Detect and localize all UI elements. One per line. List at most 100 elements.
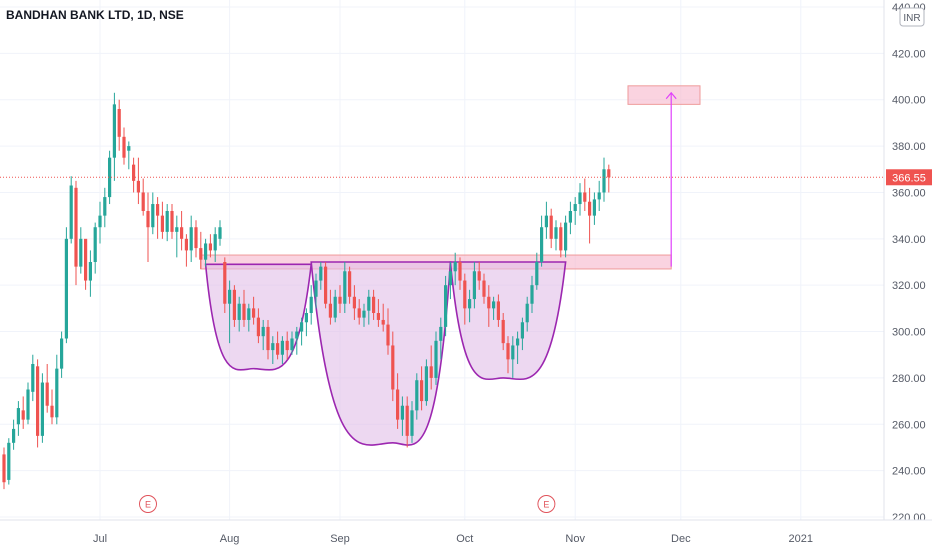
candle[interactable] bbox=[237, 296, 241, 332]
candle[interactable] bbox=[391, 331, 395, 402]
candle[interactable] bbox=[45, 364, 49, 413]
candle[interactable] bbox=[501, 313, 505, 351]
candle[interactable] bbox=[549, 208, 553, 249]
candle[interactable] bbox=[400, 396, 404, 436]
candle[interactable] bbox=[261, 319, 265, 351]
candle[interactable] bbox=[127, 141, 131, 170]
candle[interactable] bbox=[36, 359, 40, 448]
candle[interactable] bbox=[40, 373, 44, 443]
candle[interactable] bbox=[314, 273, 318, 309]
candle[interactable] bbox=[448, 262, 452, 300]
candle[interactable] bbox=[252, 296, 256, 325]
candle[interactable] bbox=[98, 201, 102, 244]
candle[interactable] bbox=[242, 289, 246, 327]
candle[interactable] bbox=[559, 222, 563, 258]
candle[interactable] bbox=[439, 317, 443, 360]
candle[interactable] bbox=[578, 183, 582, 216]
candle[interactable] bbox=[357, 299, 361, 325]
earnings-marker[interactable]: E bbox=[139, 495, 157, 513]
candle[interactable] bbox=[482, 273, 486, 304]
candle[interactable] bbox=[213, 227, 217, 262]
candle[interactable] bbox=[108, 150, 112, 205]
currency-button[interactable]: INR bbox=[899, 7, 925, 27]
candle[interactable] bbox=[2, 447, 6, 490]
candle[interactable] bbox=[266, 319, 270, 360]
candle[interactable] bbox=[122, 127, 126, 165]
candle[interactable] bbox=[50, 389, 54, 425]
candle[interactable] bbox=[496, 294, 500, 327]
candle[interactable] bbox=[93, 222, 97, 274]
candle[interactable] bbox=[208, 234, 212, 258]
candle[interactable] bbox=[285, 331, 289, 360]
candle[interactable] bbox=[424, 359, 428, 406]
time-scale[interactable] bbox=[0, 520, 932, 550]
candle[interactable] bbox=[247, 303, 251, 332]
candle[interactable] bbox=[396, 373, 400, 429]
candle[interactable] bbox=[477, 262, 481, 290]
candle[interactable] bbox=[218, 220, 222, 246]
candle[interactable] bbox=[12, 419, 16, 450]
candle[interactable] bbox=[516, 331, 520, 364]
candles[interactable] bbox=[2, 92, 611, 490]
candle[interactable] bbox=[160, 201, 164, 239]
candle[interactable] bbox=[434, 331, 438, 385]
candle[interactable] bbox=[333, 289, 337, 323]
candle[interactable] bbox=[492, 296, 496, 320]
candle[interactable] bbox=[194, 220, 198, 258]
candle[interactable] bbox=[141, 178, 145, 216]
candle[interactable] bbox=[458, 257, 462, 290]
candle[interactable] bbox=[319, 262, 323, 290]
candle[interactable] bbox=[338, 285, 342, 313]
candle[interactable] bbox=[348, 266, 352, 304]
candle[interactable] bbox=[256, 308, 260, 344]
candle[interactable] bbox=[463, 273, 467, 325]
candle[interactable] bbox=[328, 289, 332, 325]
candle[interactable] bbox=[132, 157, 136, 193]
candle[interactable] bbox=[189, 215, 193, 262]
candle[interactable] bbox=[64, 227, 68, 344]
candle[interactable] bbox=[175, 215, 179, 258]
candle[interactable] bbox=[180, 211, 184, 251]
candle[interactable] bbox=[271, 336, 275, 364]
candle[interactable] bbox=[26, 382, 30, 425]
candle[interactable] bbox=[602, 157, 606, 202]
candle[interactable] bbox=[55, 354, 59, 425]
candle[interactable] bbox=[16, 401, 20, 436]
candle[interactable] bbox=[525, 296, 529, 332]
candle[interactable] bbox=[79, 227, 83, 274]
candle[interactable] bbox=[487, 285, 491, 327]
candle[interactable] bbox=[415, 373, 419, 420]
candle[interactable] bbox=[69, 176, 73, 244]
candle[interactable] bbox=[300, 317, 304, 346]
candle[interactable] bbox=[405, 396, 409, 448]
earnings-marker[interactable]: E bbox=[537, 495, 556, 513]
candle[interactable] bbox=[597, 180, 601, 211]
candle[interactable] bbox=[588, 187, 592, 244]
candle[interactable] bbox=[223, 257, 227, 313]
candle[interactable] bbox=[472, 262, 476, 309]
candle[interactable] bbox=[84, 238, 88, 290]
candle[interactable] bbox=[386, 308, 390, 355]
candle[interactable] bbox=[554, 220, 558, 251]
candle[interactable] bbox=[367, 289, 371, 325]
candle[interactable] bbox=[573, 197, 577, 225]
candle[interactable] bbox=[184, 234, 188, 267]
candle[interactable] bbox=[511, 336, 515, 378]
candle[interactable] bbox=[444, 275, 448, 337]
candle[interactable] bbox=[228, 280, 232, 344]
candle[interactable] bbox=[568, 201, 572, 235]
candle[interactable] bbox=[31, 354, 35, 402]
candle[interactable] bbox=[540, 215, 544, 267]
candle[interactable] bbox=[592, 192, 596, 225]
candle[interactable] bbox=[352, 285, 356, 320]
candle[interactable] bbox=[199, 231, 203, 269]
candle[interactable] bbox=[376, 299, 380, 327]
candle[interactable] bbox=[544, 201, 548, 239]
candle[interactable] bbox=[146, 192, 150, 262]
candle[interactable] bbox=[117, 99, 121, 151]
candle[interactable] bbox=[420, 366, 424, 411]
candle[interactable] bbox=[429, 345, 433, 390]
candle[interactable] bbox=[74, 180, 78, 286]
candle[interactable] bbox=[232, 285, 236, 327]
